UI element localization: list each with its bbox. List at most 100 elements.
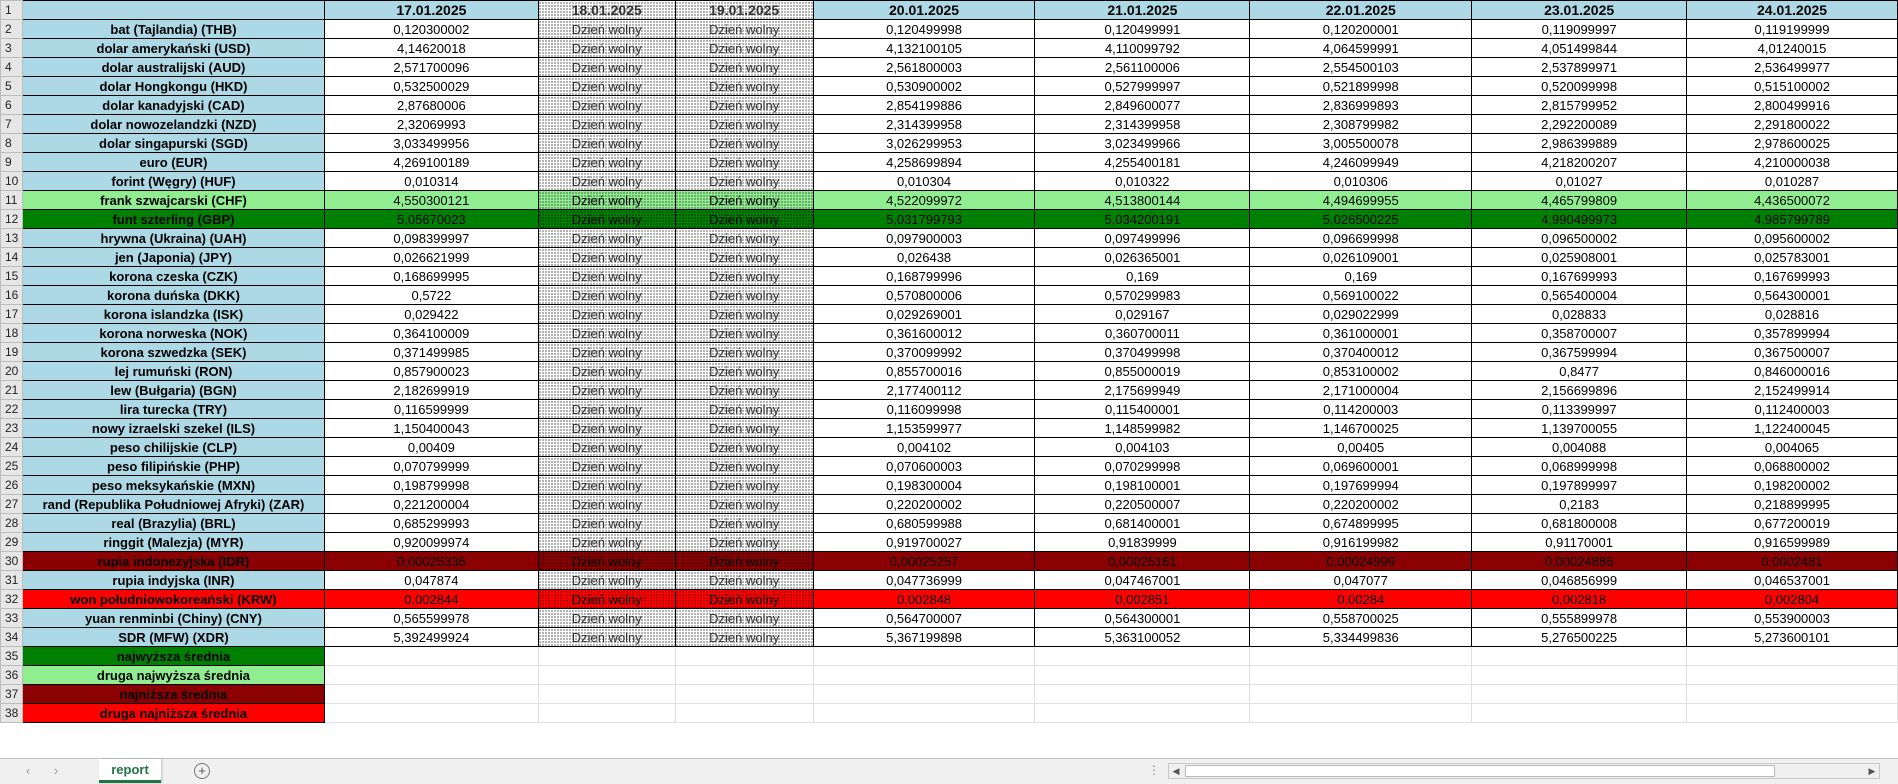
- rate-cell[interactable]: 1,150400043: [323, 418, 539, 438]
- currency-name[interactable]: rupia indonezyjska (IDR): [21, 551, 325, 571]
- rate-cell[interactable]: 0,361000001: [1249, 323, 1473, 343]
- empty-cell[interactable]: [1686, 684, 1898, 704]
- holiday-cell[interactable]: Dzień wolny: [674, 19, 814, 39]
- rate-cell[interactable]: 0,371499985: [323, 342, 539, 362]
- holiday-cell[interactable]: Dzień wolny: [674, 95, 814, 115]
- row-header[interactable]: 6: [0, 95, 23, 115]
- currency-name[interactable]: peso meksykańskie (MXN): [21, 475, 325, 495]
- row-header[interactable]: 11: [0, 190, 23, 210]
- currency-name[interactable]: dolar Hongkongu (HKD): [21, 76, 325, 96]
- empty-cell[interactable]: [1471, 684, 1688, 704]
- currency-name[interactable]: ringgit (Malezja) (MYR): [21, 532, 325, 552]
- row-header[interactable]: 24: [0, 437, 23, 457]
- holiday-cell[interactable]: Dzień wolny: [674, 513, 814, 533]
- rate-cell[interactable]: 0,113399997: [1471, 399, 1688, 419]
- rate-cell[interactable]: 0,564300001: [1686, 285, 1898, 305]
- holiday-cell[interactable]: Dzień wolny: [674, 304, 814, 324]
- holiday-cell[interactable]: Dzień wolny: [537, 95, 676, 115]
- rate-cell[interactable]: 0,116099998: [812, 399, 1036, 419]
- legend-cell[interactable]: najniższa średnia: [21, 684, 325, 704]
- holiday-cell[interactable]: Dzień wolny: [537, 228, 676, 248]
- rate-cell[interactable]: 2,536499977: [1686, 57, 1898, 77]
- empty-cell[interactable]: [1471, 665, 1688, 685]
- row-header[interactable]: 20: [0, 361, 23, 381]
- currency-name[interactable]: peso chilijskie (CLP): [21, 437, 325, 457]
- empty-cell[interactable]: [1034, 665, 1251, 685]
- rate-cell[interactable]: 0,855700016: [812, 361, 1036, 381]
- empty-cell[interactable]: [812, 646, 1036, 666]
- rate-cell[interactable]: 4,01240015: [1686, 38, 1898, 58]
- holiday-cell[interactable]: Dzień wolny: [537, 266, 676, 286]
- holiday-cell[interactable]: Dzień wolny: [674, 608, 814, 628]
- rate-cell[interactable]: 3,033499956: [323, 133, 539, 153]
- rate-cell[interactable]: 2,314399958: [812, 114, 1036, 134]
- row-header[interactable]: 14: [0, 247, 23, 267]
- rate-cell[interactable]: 0,370400012: [1249, 342, 1473, 362]
- holiday-cell[interactable]: Dzień wolny: [674, 190, 814, 210]
- currency-name[interactable]: won południowokoreański (KRW): [21, 589, 325, 609]
- rate-cell[interactable]: 2,537899971: [1471, 57, 1688, 77]
- rate-cell[interactable]: 0,046537001: [1686, 570, 1898, 590]
- rate-cell[interactable]: 0,681400001: [1034, 513, 1251, 533]
- row-header[interactable]: 21: [0, 380, 23, 400]
- rate-cell[interactable]: 2,291800022: [1686, 114, 1898, 134]
- rate-cell[interactable]: 0,068800002: [1686, 456, 1898, 476]
- empty-cell[interactable]: [537, 703, 676, 723]
- chevron-right-icon[interactable]: ›: [53, 763, 59, 778]
- rate-cell[interactable]: 0,00024886: [1471, 551, 1688, 571]
- holiday-cell[interactable]: Dzień wolny: [674, 551, 814, 571]
- tab-split-handle[interactable]: ⋮: [1148, 763, 1161, 777]
- empty-cell[interactable]: [1686, 703, 1898, 723]
- rate-cell[interactable]: 4,258699894: [812, 152, 1036, 172]
- currency-name[interactable]: korona szwedzka (SEK): [21, 342, 325, 362]
- rate-cell[interactable]: 2,815799952: [1471, 95, 1688, 115]
- rate-cell[interactable]: 0,361600012: [812, 323, 1036, 343]
- rate-cell[interactable]: 2,292200089: [1471, 114, 1688, 134]
- row-header[interactable]: 16: [0, 285, 23, 305]
- currency-name[interactable]: frank szwajcarski (CHF): [21, 190, 325, 210]
- rate-cell[interactable]: 0,120200001: [1249, 19, 1473, 39]
- rate-cell[interactable]: 0,002851: [1034, 589, 1251, 609]
- rate-cell[interactable]: 0,553900003: [1686, 608, 1898, 628]
- row-header[interactable]: 2: [0, 19, 23, 39]
- rate-cell[interactable]: 0,685299993: [323, 513, 539, 533]
- rate-cell[interactable]: 0,047467001: [1034, 570, 1251, 590]
- holiday-cell[interactable]: Dzień wolny: [537, 247, 676, 267]
- row-header[interactable]: 30: [0, 551, 23, 571]
- rate-cell[interactable]: 2,152499914: [1686, 380, 1898, 400]
- rate-cell[interactable]: 0,920099974: [323, 532, 539, 552]
- rate-cell[interactable]: 0,565599978: [323, 608, 539, 628]
- date-header[interactable]: 19.01.2025: [674, 0, 814, 20]
- rate-cell[interactable]: 0,010306: [1249, 171, 1473, 191]
- rate-cell[interactable]: 0,002804: [1686, 589, 1898, 609]
- row-header[interactable]: 37: [0, 684, 23, 704]
- rate-cell[interactable]: 0,047874: [323, 570, 539, 590]
- row-header[interactable]: 17: [0, 304, 23, 324]
- rate-cell[interactable]: 0,002818: [1471, 589, 1688, 609]
- row-header[interactable]: 9: [0, 152, 23, 172]
- rate-cell[interactable]: 5,026500225: [1249, 209, 1473, 229]
- holiday-cell[interactable]: Dzień wolny: [674, 57, 814, 77]
- rate-cell[interactable]: 0,167699993: [1471, 266, 1688, 286]
- legend-cell[interactable]: druga najwyższa średnia: [21, 665, 325, 685]
- rate-cell[interactable]: 4,051499844: [1471, 38, 1688, 58]
- rate-cell[interactable]: 2,32069993: [323, 114, 539, 134]
- rate-cell[interactable]: 2,561100006: [1034, 57, 1251, 77]
- empty-cell[interactable]: [674, 684, 814, 704]
- holiday-cell[interactable]: Dzień wolny: [674, 114, 814, 134]
- rate-cell[interactable]: 2,849600077: [1034, 95, 1251, 115]
- holiday-cell[interactable]: Dzień wolny: [537, 532, 676, 552]
- row-header[interactable]: 36: [0, 665, 23, 685]
- rate-cell[interactable]: 0,070600003: [812, 456, 1036, 476]
- rate-cell[interactable]: 0,677200019: [1686, 513, 1898, 533]
- currency-name[interactable]: euro (EUR): [21, 152, 325, 172]
- rate-cell[interactable]: 0,00284: [1249, 589, 1473, 609]
- rate-cell[interactable]: 0,010322: [1034, 171, 1251, 191]
- rate-cell[interactable]: 5,367199898: [812, 627, 1036, 647]
- currency-name[interactable]: funt szterling (GBP): [21, 209, 325, 229]
- rate-cell[interactable]: 2,554500103: [1249, 57, 1473, 77]
- scrollbar-thumb[interactable]: [1185, 765, 1775, 777]
- rate-cell[interactable]: 0,00025161: [1034, 551, 1251, 571]
- row-header[interactable]: 33: [0, 608, 23, 628]
- rate-cell[interactable]: 0,357899994: [1686, 323, 1898, 343]
